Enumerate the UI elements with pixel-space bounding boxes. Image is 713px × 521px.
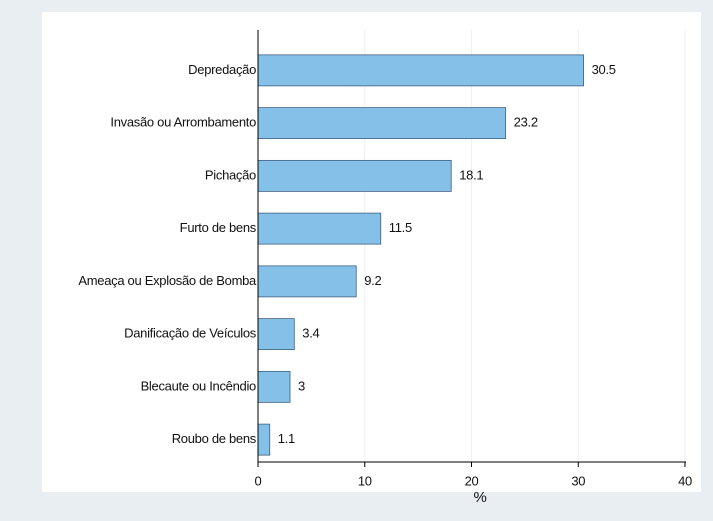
bar — [257, 212, 382, 245]
y-tick-label: Depredação — [188, 62, 256, 77]
x-tick-label: 0 — [255, 473, 262, 488]
value-label: 1.1 — [278, 431, 295, 446]
y-tick-label: Blecaute ou Incêndio — [141, 378, 256, 393]
y-tick-label: Roubo de bens — [172, 431, 257, 446]
bar — [257, 265, 357, 298]
value-label: 18.1 — [459, 167, 483, 182]
x-tick-label: 30 — [571, 473, 585, 488]
x-axis-label: % — [473, 489, 486, 506]
bar — [257, 318, 295, 351]
bar — [257, 54, 584, 87]
value-label: 11.5 — [389, 220, 412, 235]
value-label: 9.2 — [364, 273, 381, 288]
value-label: 3 — [298, 378, 305, 393]
value-label: 3.4 — [302, 326, 319, 341]
bar — [257, 423, 271, 456]
bar — [257, 370, 291, 403]
bar — [257, 159, 452, 192]
y-tick-label: Ameaça ou Explosão de Bomba — [78, 273, 257, 288]
bar — [257, 107, 507, 140]
x-tick-label: 40 — [678, 473, 692, 488]
y-tick-label: Furto de bens — [180, 220, 257, 235]
x-tick-label: 20 — [465, 473, 479, 488]
value-label: 23.2 — [514, 115, 538, 130]
x-tick-label: 10 — [358, 473, 372, 488]
y-tick-label: Invasão ou Arrombamento — [110, 115, 256, 130]
value-label: 30.5 — [592, 62, 616, 77]
plot-area — [42, 12, 701, 492]
y-tick-label: Pichação — [205, 167, 256, 182]
y-tick-label: Danificação de Veículos — [124, 326, 257, 341]
